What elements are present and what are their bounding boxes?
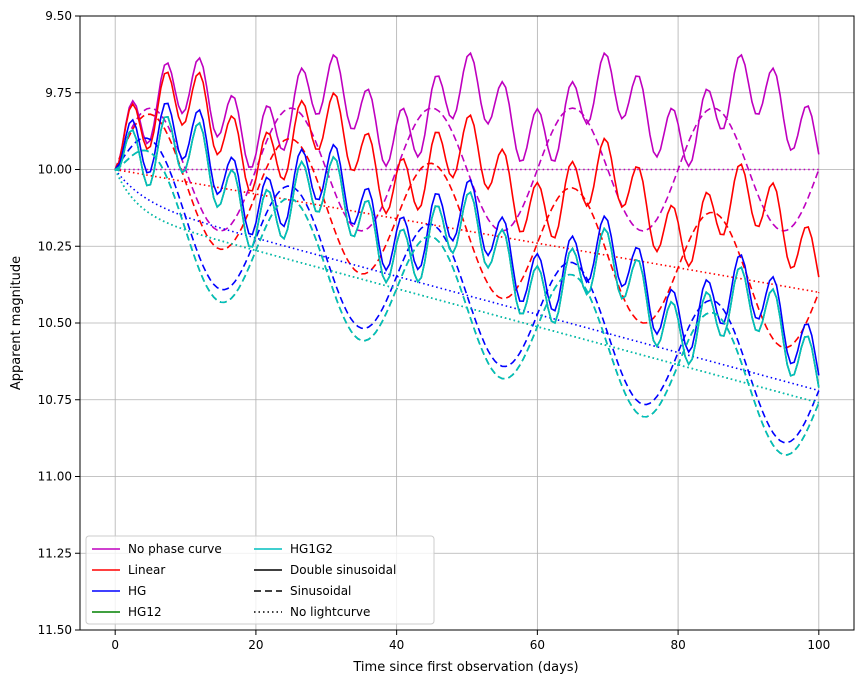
y-tick-label: 10.00 — [38, 163, 72, 177]
series-line-hg-double-sinusoidal — [114, 102, 820, 376]
x-axis-label: Time since first observation (days) — [352, 660, 578, 675]
legend-label: Linear — [128, 563, 165, 577]
x-tick-label: 80 — [670, 638, 685, 652]
legend-label: HG — [128, 584, 146, 598]
x-tick-label: 20 — [248, 638, 263, 652]
ticks: 0 20 40 60 80 100 9.50 9.75 10.00 10.25 10.50 10.75… — [38, 9, 831, 652]
series-line-no-phase-curve-double-sinusoidal — [114, 51, 820, 170]
series-line-linear-double-sinusoidal — [114, 71, 820, 278]
legend: No phase curve Linear HG HG12 HG1G2 Double si… — [85, 535, 435, 625]
x-tick-label: 100 — [807, 638, 830, 652]
y-tick-label: 9.50 — [45, 9, 72, 23]
legend-label: No phase curve — [128, 542, 222, 556]
series-line-linear-no-lightcurve — [115, 168, 819, 294]
x-tick-label: 40 — [389, 638, 404, 652]
y-tick-label: 10.75 — [38, 393, 72, 407]
x-tick-label: 60 — [530, 638, 545, 652]
y-tick-label: 10.25 — [38, 239, 72, 253]
series-layer — [114, 51, 820, 456]
legend-label: Sinusoidal — [290, 584, 351, 598]
y-axis-label: Apparent magnitude — [9, 256, 24, 390]
series-line-linear-sinusoidal — [114, 113, 820, 349]
y-tick-label: 10.50 — [38, 316, 72, 330]
legend-label: Double sinusoidal — [290, 563, 396, 577]
series-line-hg-no-lightcurve — [114, 169, 820, 392]
legend-label: HG12 — [128, 605, 162, 619]
y-tick-label: 9.75 — [45, 86, 72, 100]
y-tick-label: 11.00 — [38, 470, 72, 484]
series-line-hg-sinusoidal — [114, 137, 820, 444]
x-tick-label: 0 — [111, 638, 119, 652]
y-tick-label: 11.50 — [38, 623, 72, 637]
series-line-hg1g2-no-lightcurve — [114, 169, 820, 404]
legend-label: No lightcurve — [290, 605, 370, 619]
series-line-hg1g2-double-sinusoidal — [114, 115, 820, 388]
y-tick-label: 11.25 — [38, 546, 72, 560]
legend-box — [85, 535, 435, 625]
legend-label: HG1G2 — [290, 542, 333, 556]
